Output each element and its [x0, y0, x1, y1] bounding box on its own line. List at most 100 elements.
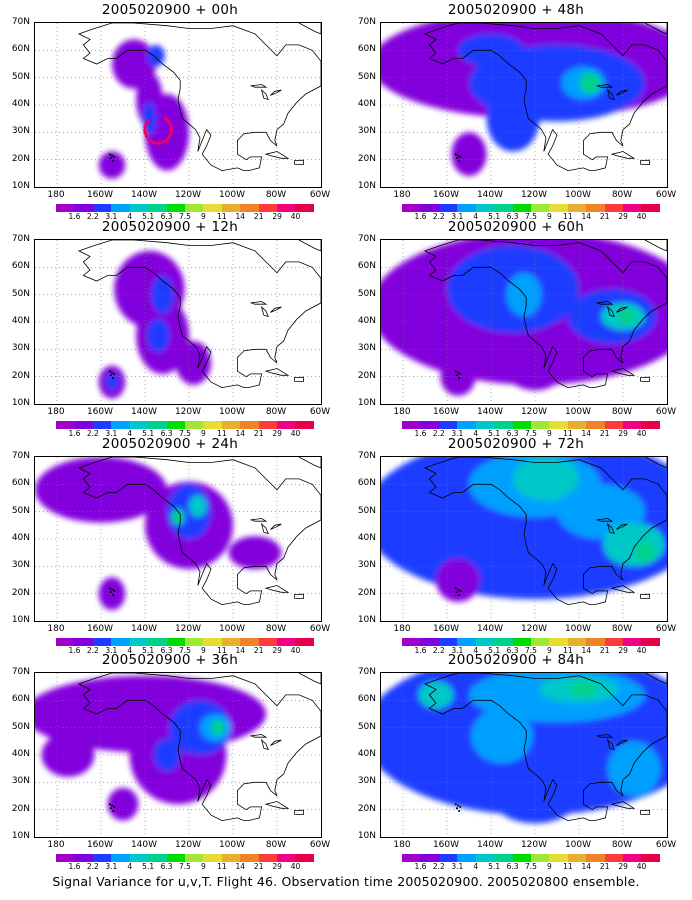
island	[454, 803, 457, 806]
colorbar-label: 7.5	[179, 429, 191, 438]
y-tick-label: 70N	[11, 667, 30, 677]
island	[458, 810, 461, 813]
colorbar	[402, 421, 660, 429]
colorbar-label: 3.1	[105, 862, 118, 871]
variance-region	[570, 681, 597, 698]
colorbar-swatch	[567, 638, 587, 646]
colorbar-label: 2.2	[86, 862, 99, 871]
panel-title: 2005020900 + 36h	[101, 652, 239, 668]
colorbar-swatch	[420, 638, 439, 646]
colorbar-swatch	[641, 204, 660, 212]
colorbar-label: 29	[618, 212, 628, 221]
map-plot	[380, 672, 668, 838]
colorbar-label: 14	[235, 212, 246, 221]
island	[459, 372, 462, 375]
colorbar-label: 2.2	[86, 429, 99, 438]
island	[109, 157, 112, 160]
panel-title: 2005020900 + 12h	[101, 219, 239, 235]
observation-point	[167, 135, 171, 139]
colorbar-swatch	[567, 854, 587, 862]
y-tick-label: 50N	[11, 71, 30, 82]
y-tick-label: 20N	[11, 803, 30, 814]
island	[113, 805, 116, 808]
variance-region	[513, 457, 579, 501]
colorbar-label: 1.6	[68, 646, 81, 655]
colorbar-label: 11	[217, 646, 227, 655]
colorbar-label: 14	[235, 862, 246, 871]
coastline	[250, 84, 268, 88]
x-tick-label: 140W	[130, 407, 158, 417]
colorbar-swatch	[494, 421, 513, 429]
y-tick-label: 40N	[357, 749, 376, 759]
y-tick-label: 30N	[11, 126, 30, 137]
colorbar-swatch	[402, 854, 421, 862]
observation-point	[151, 140, 155, 145]
x-tick-label: 100W	[218, 624, 246, 634]
colorbar-swatch	[641, 638, 660, 646]
colorbar-label: 6.3	[506, 646, 519, 655]
island	[112, 810, 115, 813]
island	[111, 154, 113, 157]
y-tick-label: 20N	[357, 370, 376, 381]
x-tick-label: 180	[393, 190, 411, 200]
observation-point	[167, 120, 172, 125]
coastline	[264, 585, 290, 593]
y-tick-label: 60N	[357, 694, 376, 705]
colorbar-swatch	[402, 421, 421, 429]
y-tick-label: 70N	[11, 451, 30, 461]
colorbar-swatch	[129, 638, 149, 646]
observation-point	[169, 126, 174, 130]
island	[108, 153, 111, 156]
colorbar-swatch	[438, 421, 458, 429]
colorbar-swatch	[203, 638, 222, 646]
colorbar-swatch	[586, 204, 605, 212]
y-tick-label: 40N	[11, 749, 30, 759]
colorbar-swatch	[277, 638, 296, 646]
colorbar-swatch	[512, 204, 531, 212]
panel-title: 2005020900 + 60h	[447, 219, 585, 235]
colorbar-swatch	[457, 638, 476, 646]
colorbar-swatch	[586, 854, 605, 862]
colorbar-swatch	[623, 638, 642, 646]
coastline	[270, 306, 282, 313]
coastline	[250, 301, 268, 305]
colorbar-label: 4	[473, 429, 479, 438]
colorbar-swatch	[129, 854, 149, 862]
colorbar-swatch	[221, 204, 241, 212]
colorbar-swatch	[92, 421, 112, 429]
x-tick-label: 100W	[218, 840, 246, 850]
colorbar-swatch	[402, 638, 421, 646]
colorbar-swatch	[420, 204, 439, 212]
colorbar-swatch	[475, 421, 495, 429]
colorbar-label: 4	[473, 212, 479, 221]
colorbar-swatch	[402, 204, 421, 212]
heatmap-svg	[35, 457, 321, 621]
island	[455, 157, 458, 160]
x-tick-label: 120W	[174, 407, 202, 417]
y-tick-label: 70N	[11, 234, 30, 244]
colorbar	[402, 854, 660, 862]
x-tick-label: 180	[47, 190, 65, 200]
colorbar-label: 2.2	[432, 212, 445, 221]
colorbar-label: 11	[563, 212, 573, 221]
colorbar-label: 7.5	[525, 212, 537, 221]
colorbar-swatch	[295, 638, 314, 646]
island	[455, 807, 458, 810]
colorbar-swatch	[111, 421, 130, 429]
colorbar-label: 40	[636, 646, 647, 655]
y-tick-label: 50N	[357, 721, 376, 732]
colorbar-swatch	[203, 854, 222, 862]
x-tick-label: 160W	[86, 407, 114, 417]
colorbar-swatch	[641, 854, 660, 862]
colorbar-label: 40	[636, 212, 647, 221]
colorbar-label: 29	[618, 429, 628, 438]
x-tick-label: 180	[393, 624, 411, 634]
colorbar-label: 21	[599, 862, 610, 871]
x-tick-label: 160W	[432, 624, 460, 634]
colorbar-swatch	[512, 854, 531, 862]
colorbar-swatch	[277, 854, 296, 862]
coastline	[294, 593, 304, 600]
colorbar-label: 7.5	[525, 429, 537, 438]
colorbar	[56, 638, 314, 646]
colorbar-swatch	[148, 421, 167, 429]
